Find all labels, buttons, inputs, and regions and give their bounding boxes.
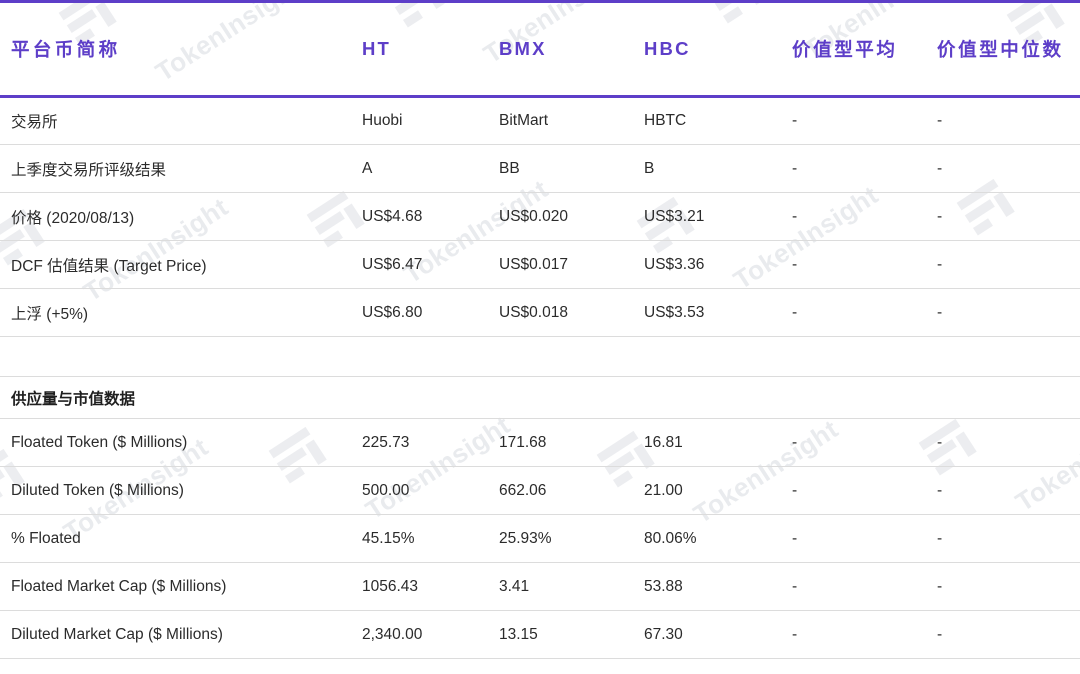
table-row: 价格 (2020/08/13) US$4.68 US$0.020 US$3.21… xyxy=(0,192,1080,241)
table-row: 上季度交易所评级结果 A BB B - - xyxy=(0,144,1080,193)
cell-median: - xyxy=(935,418,1080,467)
row-label: % Floated xyxy=(0,514,360,563)
table-row: 交易所 Huobi BitMart HBTC - - xyxy=(0,96,1080,145)
table-header: 平台币简称 HT BMX HBC 价值型平均 价值型中位数 xyxy=(0,0,1080,98)
cell-median: - xyxy=(935,562,1080,611)
column-header-bmx: BMX xyxy=(497,0,642,98)
row-label: 上浮 (+5%) xyxy=(0,288,360,337)
cell-bmx: US$0.020 xyxy=(497,192,642,241)
section-title-row: 供应量与市值数据 xyxy=(0,376,1080,419)
cell-ht: 45.15% xyxy=(360,514,497,563)
cell-hbc: B xyxy=(642,144,790,193)
cell-hbc: US$3.36 xyxy=(642,240,790,289)
header-row: 平台币简称 HT BMX HBC 价值型平均 价值型中位数 xyxy=(0,0,1080,98)
cell-hbc: 16.81 xyxy=(642,418,790,467)
table-row: % Floated 45.15% 25.93% 80.06% - - xyxy=(0,514,1080,563)
cell-ht: Huobi xyxy=(360,96,497,145)
cell-avg: - xyxy=(790,288,935,337)
cell-hbc: US$3.53 xyxy=(642,288,790,337)
cell-ht: 500.00 xyxy=(360,466,497,515)
cell-median: - xyxy=(935,192,1080,241)
cell-median: - xyxy=(935,514,1080,563)
cell-ht: 225.73 xyxy=(360,418,497,467)
cell-avg: - xyxy=(790,418,935,467)
cell-avg: - xyxy=(790,192,935,241)
cell-bmx: 171.68 xyxy=(497,418,642,467)
cell-ht: A xyxy=(360,144,497,193)
cell-bmx: US$0.017 xyxy=(497,240,642,289)
cell-median: - xyxy=(935,96,1080,145)
cell-avg: - xyxy=(790,240,935,289)
cell-hbc: HBTC xyxy=(642,96,790,145)
cell-avg: - xyxy=(790,144,935,193)
table-row: Diluted Token ($ Millions) 500.00 662.06… xyxy=(0,466,1080,515)
column-header-median: 价值型中位数 xyxy=(935,0,1080,98)
column-header-label: 平台币简称 xyxy=(0,0,360,98)
table-row: Diluted Market Cap ($ Millions) 2,340.00… xyxy=(0,610,1080,659)
row-label: Floated Market Cap ($ Millions) xyxy=(0,562,360,611)
column-header-avg: 价值型平均 xyxy=(790,0,935,98)
cell-avg: - xyxy=(790,466,935,515)
cell-hbc: US$3.21 xyxy=(642,192,790,241)
cell-bmx: 13.15 xyxy=(497,610,642,659)
row-label: 上季度交易所评级结果 xyxy=(0,144,360,193)
cell-avg: - xyxy=(790,96,935,145)
table-row: Floated Market Cap ($ Millions) 1056.43 … xyxy=(0,562,1080,611)
cell-ht: US$6.80 xyxy=(360,288,497,337)
cell-ht: US$4.68 xyxy=(360,192,497,241)
section-spacer-cell xyxy=(0,336,1080,377)
cell-bmx: US$0.018 xyxy=(497,288,642,337)
cell-avg: - xyxy=(790,562,935,611)
cell-median: - xyxy=(935,144,1080,193)
column-header-ht: HT xyxy=(360,0,497,98)
table-body: 交易所 Huobi BitMart HBTC - - 上季度交易所评级结果 A … xyxy=(0,96,1080,659)
cell-avg: - xyxy=(790,610,935,659)
cell-hbc: 80.06% xyxy=(642,514,790,563)
cell-median: - xyxy=(935,288,1080,337)
cell-ht: 2,340.00 xyxy=(360,610,497,659)
cell-median: - xyxy=(935,610,1080,659)
cell-bmx: 3.41 xyxy=(497,562,642,611)
cell-bmx: BB xyxy=(497,144,642,193)
cell-ht: US$6.47 xyxy=(360,240,497,289)
table-row: DCF 估值结果 (Target Price) US$6.47 US$0.017… xyxy=(0,240,1080,289)
cell-avg: - xyxy=(790,514,935,563)
row-label: Diluted Token ($ Millions) xyxy=(0,466,360,515)
row-label: 交易所 xyxy=(0,96,360,145)
table-row: 上浮 (+5%) US$6.80 US$0.018 US$3.53 - - xyxy=(0,288,1080,337)
cell-hbc: 21.00 xyxy=(642,466,790,515)
section-title: 供应量与市值数据 xyxy=(0,376,1080,419)
column-header-hbc: HBC xyxy=(642,0,790,98)
section-spacer-row xyxy=(0,336,1080,377)
cell-bmx: 662.06 xyxy=(497,466,642,515)
cell-median: - xyxy=(935,240,1080,289)
row-label: 价格 (2020/08/13) xyxy=(0,192,360,241)
cell-median: - xyxy=(935,466,1080,515)
cell-hbc: 53.88 xyxy=(642,562,790,611)
table-row: Floated Token ($ Millions) 225.73 171.68… xyxy=(0,418,1080,467)
cell-hbc: 67.30 xyxy=(642,610,790,659)
cell-ht: 1056.43 xyxy=(360,562,497,611)
cell-bmx: BitMart xyxy=(497,96,642,145)
valuation-table: 平台币简称 HT BMX HBC 价值型平均 价值型中位数 交易所 Huobi … xyxy=(0,0,1080,659)
row-label: DCF 估值结果 (Target Price) xyxy=(0,240,360,289)
row-label: Floated Token ($ Millions) xyxy=(0,418,360,467)
cell-bmx: 25.93% xyxy=(497,514,642,563)
row-label: Diluted Market Cap ($ Millions) xyxy=(0,610,360,659)
